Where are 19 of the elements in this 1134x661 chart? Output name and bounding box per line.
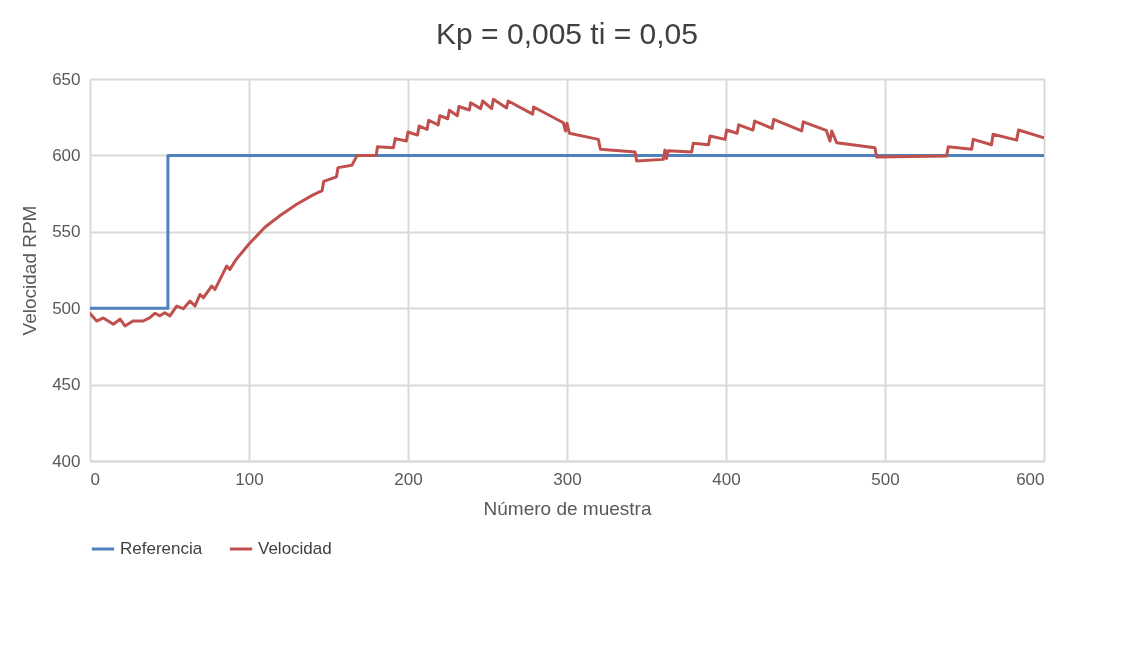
- legend-label: Velocidad: [258, 539, 332, 558]
- x-tick-label: 0: [90, 469, 100, 489]
- x-tick-label: 500: [871, 469, 900, 489]
- y-tick-label: 450: [52, 375, 81, 395]
- y-tick-label: 650: [52, 69, 81, 89]
- x-tick-label: 100: [235, 469, 264, 489]
- legend-label: Referencia: [120, 539, 203, 558]
- x-tick-label: 400: [712, 469, 741, 489]
- x-tick-label: 600: [1016, 469, 1045, 489]
- x-tick-label: 300: [553, 469, 582, 489]
- y-tick-label: 600: [52, 145, 81, 165]
- chart-title: Kp = 0,005 ti = 0,05: [436, 17, 698, 50]
- x-tick-label: 200: [394, 469, 423, 489]
- x-axis-title: Número de muestra: [483, 497, 652, 519]
- y-tick-label: 400: [52, 451, 81, 471]
- line-series: [90, 97, 1044, 328]
- y-tick-label: 500: [52, 298, 81, 318]
- y-tick-label: 550: [52, 222, 81, 242]
- y-axis-title: Velocidad RPM: [19, 205, 41, 336]
